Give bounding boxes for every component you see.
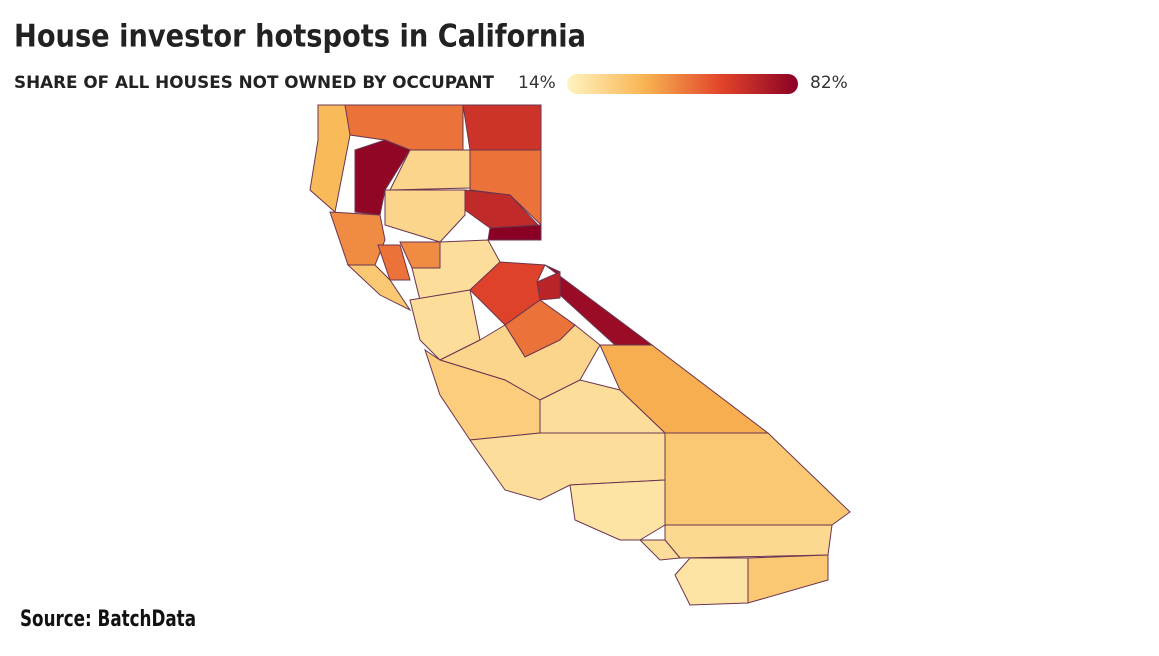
county: [664, 524, 833, 559]
county: [536, 271, 561, 301]
county: [424, 348, 541, 441]
county: [674, 557, 749, 606]
county: [344, 104, 464, 151]
county: [329, 211, 386, 266]
source: Source: BatchData: [20, 607, 196, 632]
legend-title: SHARE OF ALL HOUSES NOT OWNED BY OCCUPAN…: [14, 73, 494, 93]
county: [384, 189, 466, 243]
title: House investor hotspots in California: [14, 19, 586, 55]
county: [544, 264, 654, 346]
counties: [309, 104, 851, 606]
legend-min: 14%: [518, 73, 556, 93]
county: [487, 224, 542, 241]
county: [747, 554, 829, 604]
county: [469, 149, 542, 227]
county: [346, 264, 412, 312]
county: [377, 244, 411, 281]
county: [569, 479, 666, 541]
legend-max: 82%: [810, 73, 848, 93]
legend-bar: [567, 74, 798, 94]
county: [638, 539, 681, 561]
county: [462, 104, 542, 151]
county: [664, 432, 851, 526]
county: [399, 241, 441, 269]
